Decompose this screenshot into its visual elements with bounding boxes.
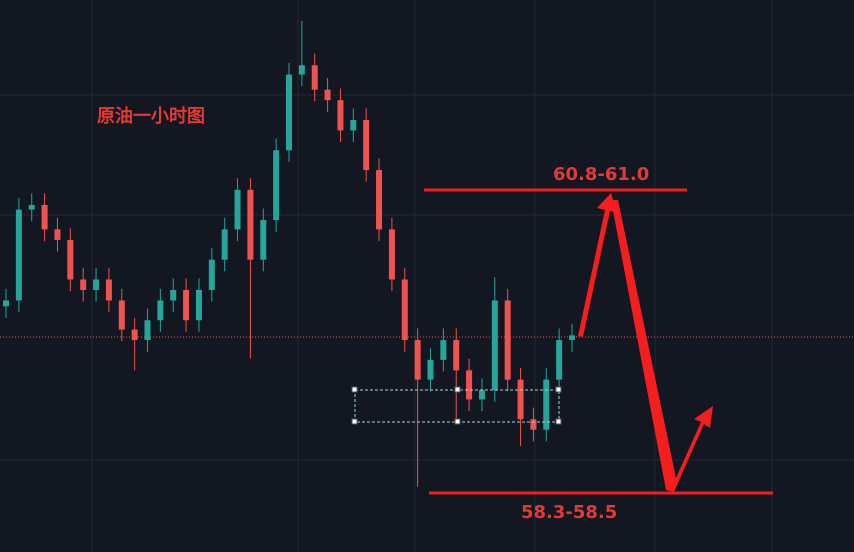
candle-body <box>324 89 331 101</box>
candle-body <box>221 229 228 260</box>
candle-body <box>273 150 280 221</box>
box-handles <box>351 386 562 425</box>
candle-body <box>478 390 485 400</box>
candle-body <box>401 279 408 341</box>
selection-box <box>354 389 560 423</box>
annotation: 60.8-61.0 <box>553 164 649 185</box>
candle-body <box>569 335 575 341</box>
chart-title: 原油一小时图 <box>97 105 205 127</box>
candle-body <box>350 119 357 131</box>
candle-body <box>453 340 460 371</box>
candle-body <box>234 189 241 230</box>
candle-body <box>41 204 48 230</box>
candle-body <box>93 279 100 290</box>
candle-body <box>183 289 190 321</box>
candles <box>3 20 575 487</box>
candle-body <box>427 359 434 380</box>
candle-body <box>388 229 395 280</box>
candle-body <box>491 300 498 391</box>
candle-body <box>208 259 215 290</box>
candle-body <box>170 289 177 301</box>
candle-body <box>67 239 74 280</box>
candle-body <box>195 289 202 321</box>
candle-body <box>517 379 524 420</box>
candle-body <box>118 300 125 330</box>
candle-body <box>260 220 267 260</box>
candle-body <box>131 329 138 341</box>
candle-body <box>15 209 22 301</box>
candle-body <box>54 229 61 240</box>
candle-body <box>144 320 151 341</box>
candle-body <box>3 300 9 307</box>
candle-body <box>556 340 563 380</box>
candle-body <box>504 300 511 380</box>
candle-body <box>414 340 421 380</box>
candle-body <box>440 340 447 360</box>
candle-body <box>157 300 164 321</box>
candle-body <box>543 379 550 430</box>
candle-body <box>311 65 318 90</box>
candle-body <box>247 189 254 260</box>
forecast-arrows <box>578 193 713 492</box>
candle-body <box>530 419 537 430</box>
candle-body <box>80 279 87 290</box>
candle-body <box>298 65 305 75</box>
annotation: 58.3-58.5 <box>521 502 617 523</box>
candle-body <box>363 119 370 171</box>
candle-body <box>466 370 473 400</box>
candle-body <box>28 204 35 210</box>
candle-body <box>105 279 112 301</box>
candle-body <box>376 170 383 230</box>
candle-body <box>337 100 344 131</box>
candle-body <box>286 74 292 151</box>
